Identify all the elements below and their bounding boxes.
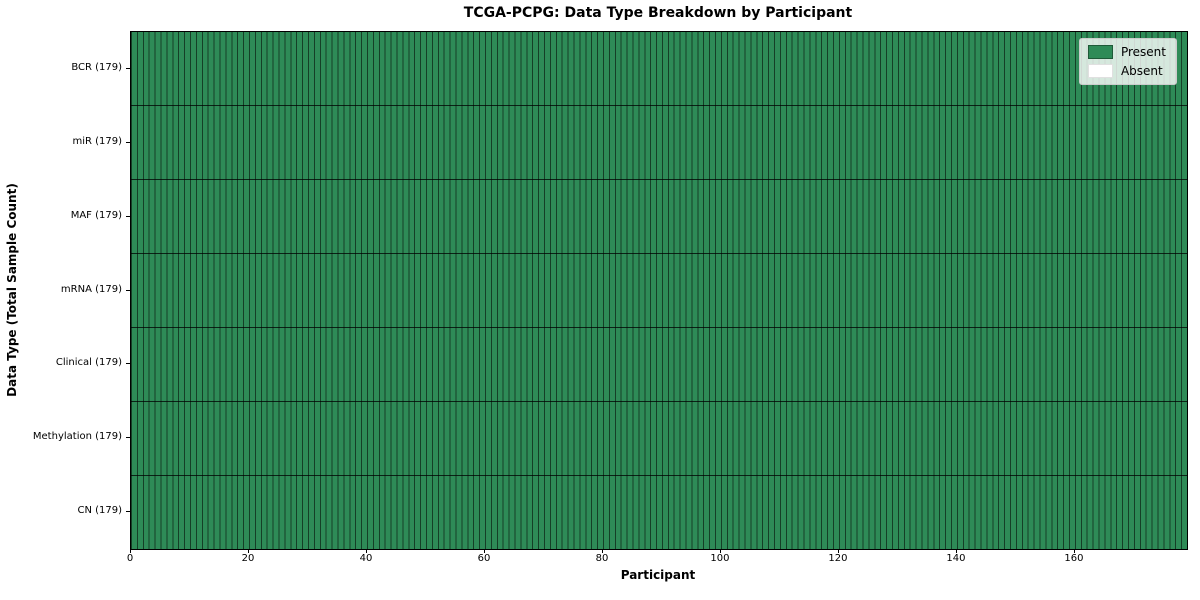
x-axis-label: Participant — [620, 568, 696, 582]
y-tick-label: Clinical (179) — [55, 357, 122, 369]
y-tick-mark — [126, 289, 130, 291]
data-row-mrna — [131, 254, 1187, 328]
legend: Present Absent — [1078, 38, 1177, 85]
y-tick-mark — [126, 215, 130, 217]
y-tick-label: CN (179) — [77, 505, 122, 517]
data-row-bcr — [131, 32, 1187, 106]
x-tick-label: 140 — [946, 553, 966, 564]
x-tick-label: 160 — [1064, 553, 1084, 564]
y-tick-label: Methylation (179) — [32, 431, 122, 443]
x-tick-mark — [1073, 549, 1075, 553]
x-tick-label: 80 — [595, 553, 609, 564]
y-tick-label: miR (179) — [72, 135, 122, 147]
x-tick-mark — [130, 549, 131, 553]
legend-swatch-absent — [1087, 64, 1113, 78]
y-tick-label: BCR (179) — [71, 61, 122, 73]
y-tick-mark — [126, 511, 130, 513]
x-tick-label: 40 — [359, 553, 373, 564]
x-tick-mark — [601, 549, 603, 553]
x-tick-mark — [837, 549, 839, 553]
y-tick-label: mRNA (179) — [60, 283, 122, 295]
x-tick-label: 0 — [126, 553, 134, 564]
y-tick-mark — [126, 437, 130, 439]
x-tick-mark — [955, 549, 957, 553]
data-row-mir — [131, 106, 1187, 180]
x-tick-label: 120 — [828, 553, 848, 564]
y-tick-mark — [126, 141, 130, 143]
data-row-clinical — [131, 328, 1187, 402]
legend-item-absent: Absent — [1087, 64, 1166, 78]
data-row-methylation — [131, 402, 1187, 476]
y-tick-mark — [126, 363, 130, 365]
x-tick-mark — [719, 549, 721, 553]
y-tick-mark — [126, 67, 130, 69]
chart-title: TCGA-PCPG: Data Type Breakdown by Partic… — [463, 5, 853, 21]
legend-swatch-present — [1087, 45, 1113, 59]
data-row-cn — [131, 476, 1187, 549]
x-tick-mark — [365, 549, 367, 553]
y-tick-label: MAF (179) — [70, 209, 122, 221]
x-tick-label: 60 — [477, 553, 491, 564]
x-tick-label: 20 — [241, 553, 255, 564]
legend-item-present: Present — [1087, 45, 1166, 59]
legend-label: Absent — [1120, 64, 1163, 78]
x-tick-mark — [483, 549, 485, 553]
plot-area — [130, 31, 1188, 550]
legend-label: Present — [1120, 45, 1166, 59]
x-tick-mark — [247, 549, 249, 553]
x-tick-label: 100 — [710, 553, 730, 564]
data-row-maf — [131, 180, 1187, 254]
